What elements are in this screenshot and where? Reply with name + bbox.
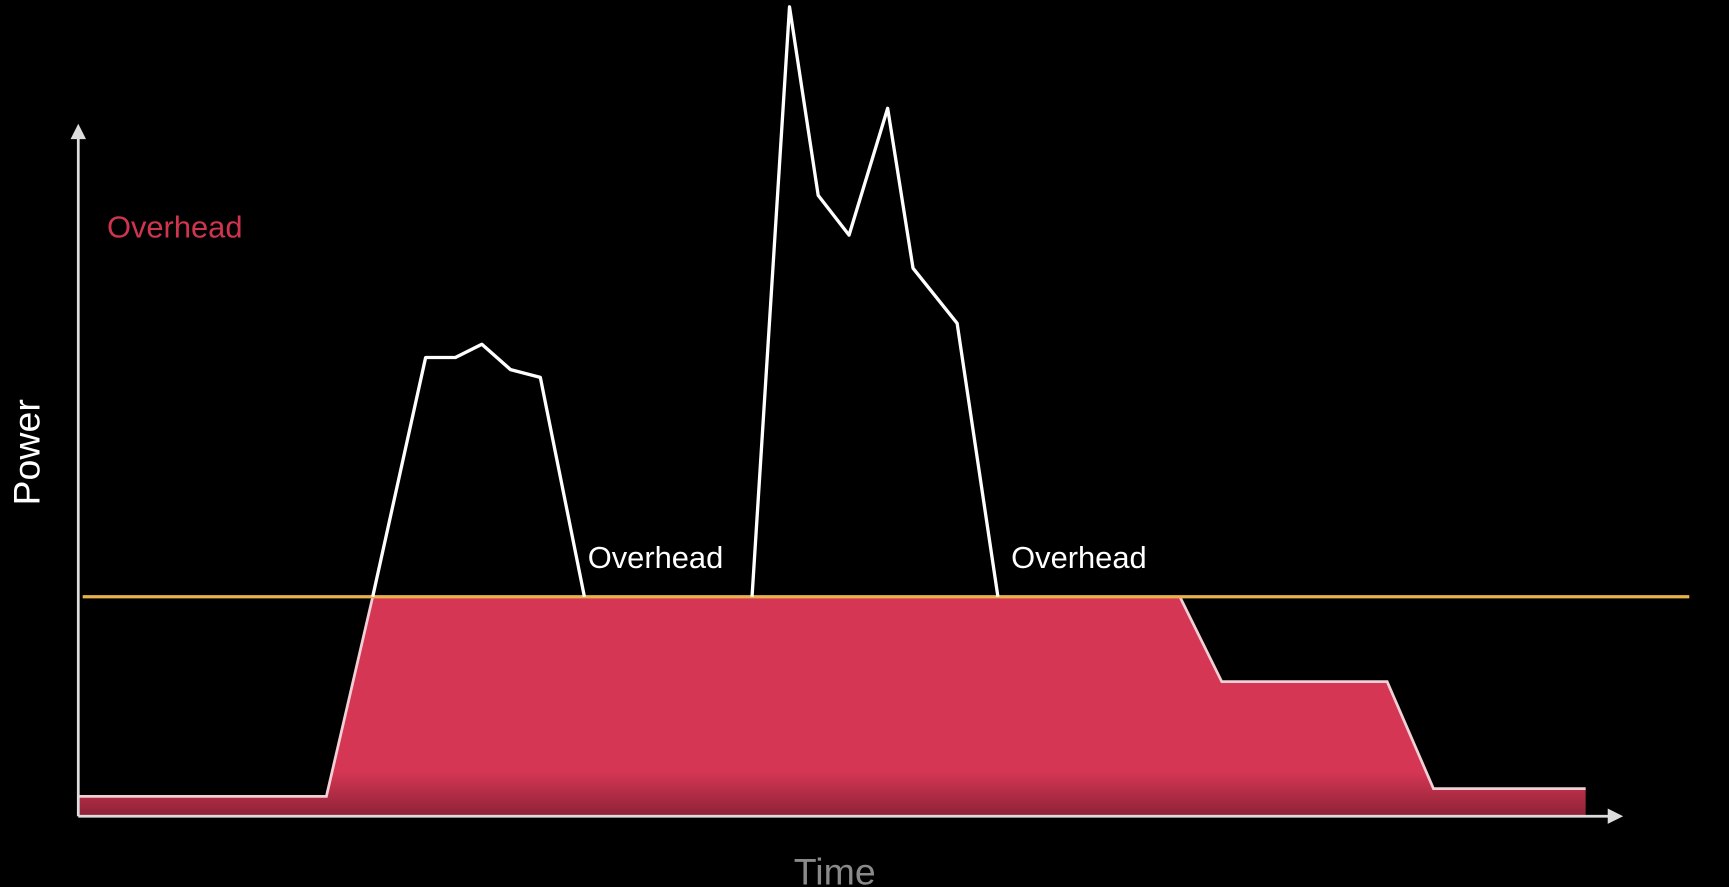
overhead-edge (78, 596, 375, 798)
power-curve (371, 342, 587, 598)
overhead-edge (1178, 596, 1586, 791)
y-axis-label: Power (6, 399, 48, 505)
overhead-area (78, 596, 1586, 817)
x-axis-label: Time (794, 851, 876, 887)
legend-label: Overhead (107, 209, 243, 244)
y-axis-arrow (70, 123, 87, 140)
x-axis-arrow (1607, 808, 1624, 824)
annotation: Overhead (1011, 540, 1147, 575)
power-curve (750, 5, 1000, 598)
annotation: Overhead (588, 540, 724, 575)
